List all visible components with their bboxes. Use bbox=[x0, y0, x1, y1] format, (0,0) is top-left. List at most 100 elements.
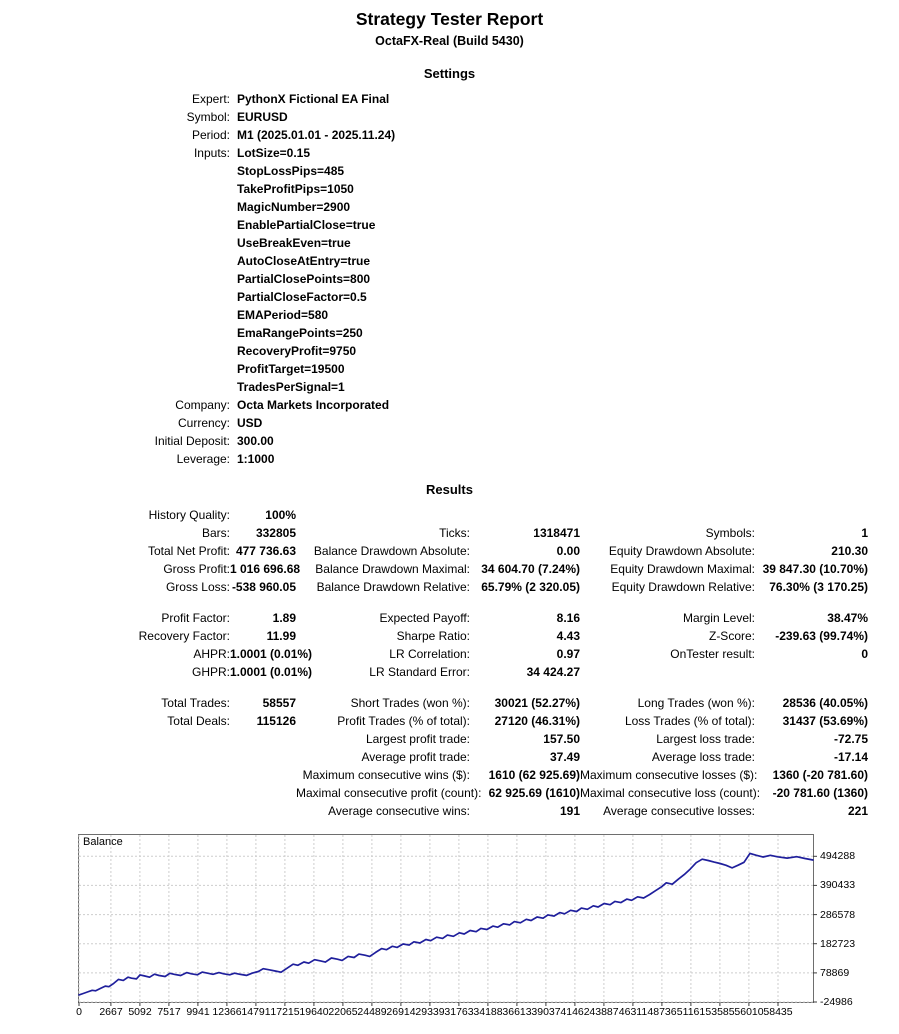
settings-row: Inputs: LotSize=0.15 bbox=[0, 144, 395, 162]
settings-row: EmaRangePoints=250 bbox=[0, 324, 395, 342]
result-value: 37.49 bbox=[549, 750, 580, 764]
x-axis-label: 7517 bbox=[157, 1006, 181, 1018]
result-value: 30021 (52.27%) bbox=[494, 696, 580, 710]
setting-value: TradesPerSignal=1 bbox=[237, 380, 345, 394]
result-label: LR Standard Error: bbox=[369, 665, 470, 679]
settings-row: TradesPerSignal=1 bbox=[0, 378, 395, 396]
setting-label: Period: bbox=[191, 128, 230, 142]
results-row: Average consecutive wins: 191 Average cons… bbox=[0, 802, 868, 820]
results-row: Maximal consecutive profit (count): 62 92… bbox=[0, 784, 868, 802]
x-axis-label: 17215 bbox=[270, 1006, 300, 1018]
result-label: Recovery Factor: bbox=[138, 629, 230, 643]
result-value: 210.30 bbox=[831, 544, 868, 558]
x-axis-label: 24489 bbox=[357, 1006, 387, 1018]
y-axis-label: 78869 bbox=[820, 967, 850, 979]
result-label: Maximum consecutive losses ($): bbox=[580, 768, 758, 782]
result-label: Average consecutive wins: bbox=[328, 804, 470, 818]
setting-value: RecoveryProfit=9750 bbox=[237, 344, 357, 358]
result-value: 27120 (46.31%) bbox=[494, 714, 580, 728]
result-label: Ticks: bbox=[439, 526, 470, 540]
chart-plot-area: Balance bbox=[78, 834, 817, 1006]
setting-value: EMAPeriod=580 bbox=[237, 308, 329, 322]
settings-heading: Settings bbox=[423, 66, 476, 81]
result-value: -239.63 (99.74%) bbox=[775, 629, 868, 643]
result-value: 0.97 bbox=[556, 647, 580, 661]
result-label: Maximal consecutive profit (count): bbox=[296, 786, 482, 800]
settings-row: PartialClosePoints=800 bbox=[0, 270, 395, 288]
result-value: 58557 bbox=[262, 696, 296, 710]
x-axis-label: 43887 bbox=[589, 1006, 619, 1018]
results-row: Total Deals: 115126 Profit Trades (% of to… bbox=[0, 712, 868, 730]
result-label bbox=[0, 766, 230, 784]
y-axis: 494288 390433 286578 182723 78869 -24986 bbox=[820, 835, 898, 1008]
result-label: Symbols: bbox=[705, 526, 755, 540]
settings-row: Currency: USD bbox=[0, 414, 395, 432]
result-value: -72.75 bbox=[833, 732, 868, 746]
result-value: 1 bbox=[861, 526, 868, 540]
result-label: Largest profit trade: bbox=[365, 732, 470, 746]
setting-label bbox=[0, 234, 230, 252]
setting-value: PartialCloseFactor=0.5 bbox=[237, 290, 367, 304]
settings-row: Initial Deposit: 300.00 bbox=[0, 432, 395, 450]
result-label: Sharpe Ratio: bbox=[396, 629, 470, 643]
result-label bbox=[580, 506, 755, 524]
result-value bbox=[230, 730, 296, 748]
results-row: AHPR: 1.0001 (0.01%) LR Correlation: 0.97 On… bbox=[0, 645, 868, 663]
settings-row: Leverage: 1:1000 bbox=[0, 450, 395, 468]
settings-row: PartialCloseFactor=0.5 bbox=[0, 288, 395, 306]
y-axis-label: 182723 bbox=[820, 938, 856, 950]
result-value bbox=[230, 784, 296, 802]
result-value: 157.50 bbox=[543, 732, 580, 746]
result-label: Maximal consecutive loss (count): bbox=[580, 786, 761, 800]
result-value: 34 424.27 bbox=[526, 665, 580, 679]
y-axis-label: 286578 bbox=[820, 909, 856, 921]
settings-row: Symbol: EURUSD bbox=[0, 108, 395, 126]
result-label: Equity Drawdown Absolute: bbox=[608, 544, 755, 558]
result-value: 65.79% (2 320.05) bbox=[481, 580, 580, 594]
x-axis-label: 39037 bbox=[531, 1006, 561, 1018]
settings-row: MagicNumber=2900 bbox=[0, 198, 395, 216]
result-value: 0 bbox=[861, 647, 868, 661]
result-value bbox=[470, 506, 580, 524]
result-label: Profit Factor: bbox=[161, 611, 230, 625]
results-row: Gross Loss: -538 960.05 Balance Drawdown R… bbox=[0, 578, 868, 596]
setting-label: Initial Deposit: bbox=[154, 434, 230, 448]
result-value: 115126 bbox=[256, 714, 296, 728]
x-axis-label: 22065 bbox=[328, 1006, 358, 1018]
x-axis-label: 31763 bbox=[444, 1006, 474, 1018]
x-axis-label: 41462 bbox=[560, 1006, 590, 1018]
result-value: 1 016 696.68 bbox=[230, 562, 301, 576]
result-value: -538 960.05 bbox=[231, 580, 296, 594]
result-value: 0.00 bbox=[556, 544, 580, 558]
setting-value: ProfitTarget=19500 bbox=[237, 362, 345, 376]
setting-value: 300.00 bbox=[237, 434, 274, 448]
setting-label: Company: bbox=[175, 398, 230, 412]
result-value: 1610 (62 925.69) bbox=[488, 768, 580, 782]
result-label: Profit Trades (% of total): bbox=[337, 714, 470, 728]
result-label: LR Correlation: bbox=[389, 647, 470, 661]
results-row: Bars: 332805 Ticks: 1318471 Symbols: 1 bbox=[0, 524, 868, 542]
result-label: Expected Payoff: bbox=[379, 611, 470, 625]
x-axis-label: 29339 bbox=[415, 1006, 445, 1018]
setting-value: EmaRangePoints=250 bbox=[237, 326, 363, 340]
setting-label: Symbol: bbox=[186, 110, 230, 124]
setting-label bbox=[0, 180, 230, 198]
result-label: Equity Drawdown Maximal: bbox=[610, 562, 755, 576]
result-label bbox=[0, 802, 230, 820]
result-label bbox=[0, 730, 230, 748]
setting-label bbox=[0, 378, 230, 396]
result-label: Average profit trade: bbox=[361, 750, 470, 764]
results-row: Gross Profit: 1 016 696.68 Balance Drawdow… bbox=[0, 560, 868, 578]
settings-table: Expert: PythonX Fictional EA Final Symbol:… bbox=[0, 90, 396, 468]
y-axis-label: 390433 bbox=[820, 879, 856, 891]
chart-series-label: Balance bbox=[83, 836, 123, 848]
setting-label bbox=[0, 360, 230, 378]
settings-row: StopLossPips=485 bbox=[0, 162, 395, 180]
results-row: Largest profit trade: 157.50 Largest loss … bbox=[0, 730, 868, 748]
result-label: History Quality: bbox=[148, 508, 230, 522]
setting-value: LotSize=0.15 bbox=[237, 146, 311, 160]
x-axis-label: 58435 bbox=[763, 1006, 793, 1018]
y-axis-label: -24986 bbox=[820, 996, 853, 1008]
result-value bbox=[230, 766, 296, 784]
result-value: 4.43 bbox=[556, 629, 580, 643]
